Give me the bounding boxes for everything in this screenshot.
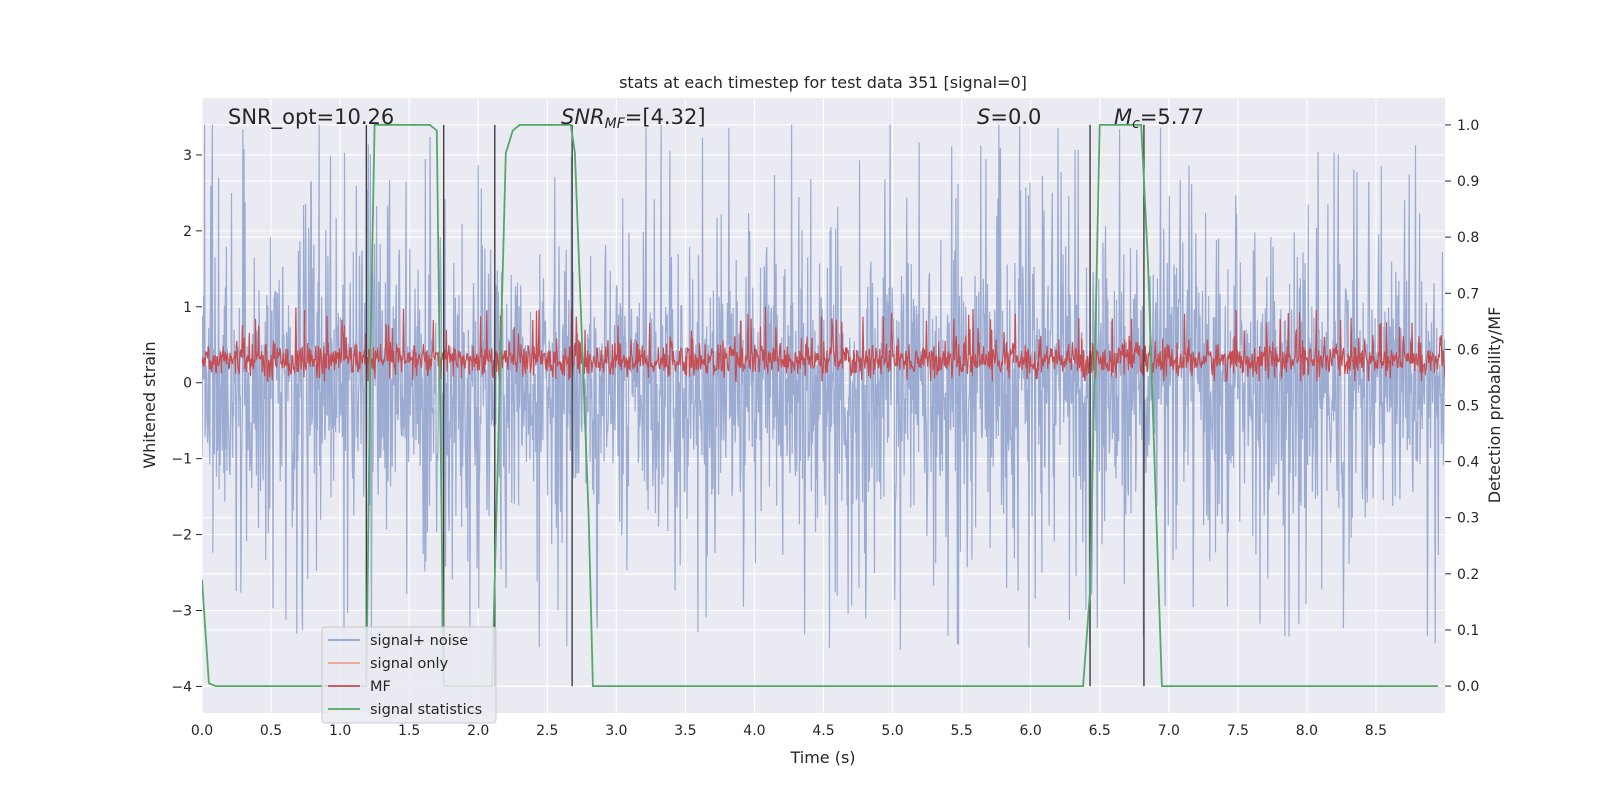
x-tick-label: 5.0 [881,723,903,739]
x-tick-label: 7.5 [1227,723,1249,739]
legend-box [321,626,497,724]
annotation-snr-mf-value: =[4.32] [625,105,706,129]
y-right-axis-label: Detection probability/MF [1485,307,1504,504]
legend-label-mf: MF [370,679,391,695]
y-right-tick-label: 0.4 [1457,455,1479,471]
y-right-tick-label: 0.7 [1457,286,1479,302]
y-right-tick-label: 0.3 [1457,511,1479,527]
annotation-snr-mf-sub: MF [605,116,626,132]
legend: signal+ noise signal only MF signal stat… [321,626,497,724]
series-mf [202,306,1445,383]
y-tick-label: 2 [183,224,192,240]
y-right-tick-label: 0.6 [1457,342,1479,358]
y-tick-label: 1 [183,300,192,316]
x-tick-label: 5.5 [950,723,972,739]
y-right-tick-label: 1.0 [1457,118,1479,134]
x-tick-label: 6.5 [1089,723,1111,739]
y-right-tick-label: 0.8 [1457,230,1479,246]
legend-label-signal-only: signal only [370,656,449,672]
annotation-snr-mf-main: SNR [561,105,605,129]
annotation-s: S=0.0 [977,105,1041,129]
x-axis-label: Time (s) [789,748,855,767]
y-right-tick-label: 0.2 [1457,567,1479,583]
series-signal-noise [202,124,1445,650]
annotation-mc-value: =5.77 [1140,105,1204,129]
y-tick-label: −4 [171,679,192,695]
annotation-s-main: S [977,105,990,129]
y-tick-label: 0 [183,376,192,392]
legend-label-signal-statistics: signal statistics [370,702,482,718]
x-tick-label: 6.0 [1020,723,1042,739]
annotation-mc: Mc=5.77 [1114,105,1204,132]
y-right-tick-label: 0.0 [1457,679,1479,695]
y-right-axis-ticks: 0.0 0.1 0.2 0.3 0.4 0.5 0.6 0.7 0.8 0.9 1.0 [1445,118,1479,695]
x-tick-label: 3.0 [605,723,627,739]
annotation-mc-sub: c [1132,116,1140,132]
y-tick-label: 3 [183,148,192,164]
x-tick-label: 0.5 [260,723,282,739]
x-tick-label: 1.5 [398,723,420,739]
x-tick-label: 4.0 [743,723,765,739]
annotation-snr-opt: SNR_opt=10.26 [228,105,394,130]
y-right-tick-label: 0.5 [1457,399,1479,415]
y-axis-ticks: −4 −3 −2 −1 0 1 2 3 [171,148,202,695]
x-tick-label: 8.5 [1365,723,1387,739]
annotation-snr-mf: SNRMF=[4.32] [561,105,706,132]
annotation-s-value: =0.0 [990,105,1041,129]
x-tick-label: 3.5 [674,723,696,739]
x-axis-ticks: 0.0 0.5 1.0 1.5 2.0 2.5 3.0 3.5 4.0 4.5 5.0 5.5 6.0 6… [191,723,1387,739]
legend-label-signal-noise: signal+ noise [370,633,468,649]
x-tick-label: 4.5 [812,723,834,739]
y-tick-label: −1 [171,452,192,468]
annotation-mc-main: M [1114,105,1132,129]
series-signal-statistics [202,124,1439,687]
y-tick-label: −3 [171,604,192,620]
y-right-tick-label: 0.9 [1457,174,1479,190]
y-tick-label: −2 [171,528,192,544]
x-tick-label: 1.0 [329,723,351,739]
x-tick-label: 2.5 [536,723,558,739]
x-tick-label: 2.0 [467,723,489,739]
chart-title: stats at each timestep for test data 351… [619,73,1027,92]
y-axis-label: Whitened strain [140,341,159,468]
x-tick-label: 7.0 [1158,723,1180,739]
x-tick-label: 0.0 [191,723,213,739]
x-tick-label: 8.0 [1296,723,1318,739]
y-right-tick-label: 0.1 [1457,623,1479,639]
